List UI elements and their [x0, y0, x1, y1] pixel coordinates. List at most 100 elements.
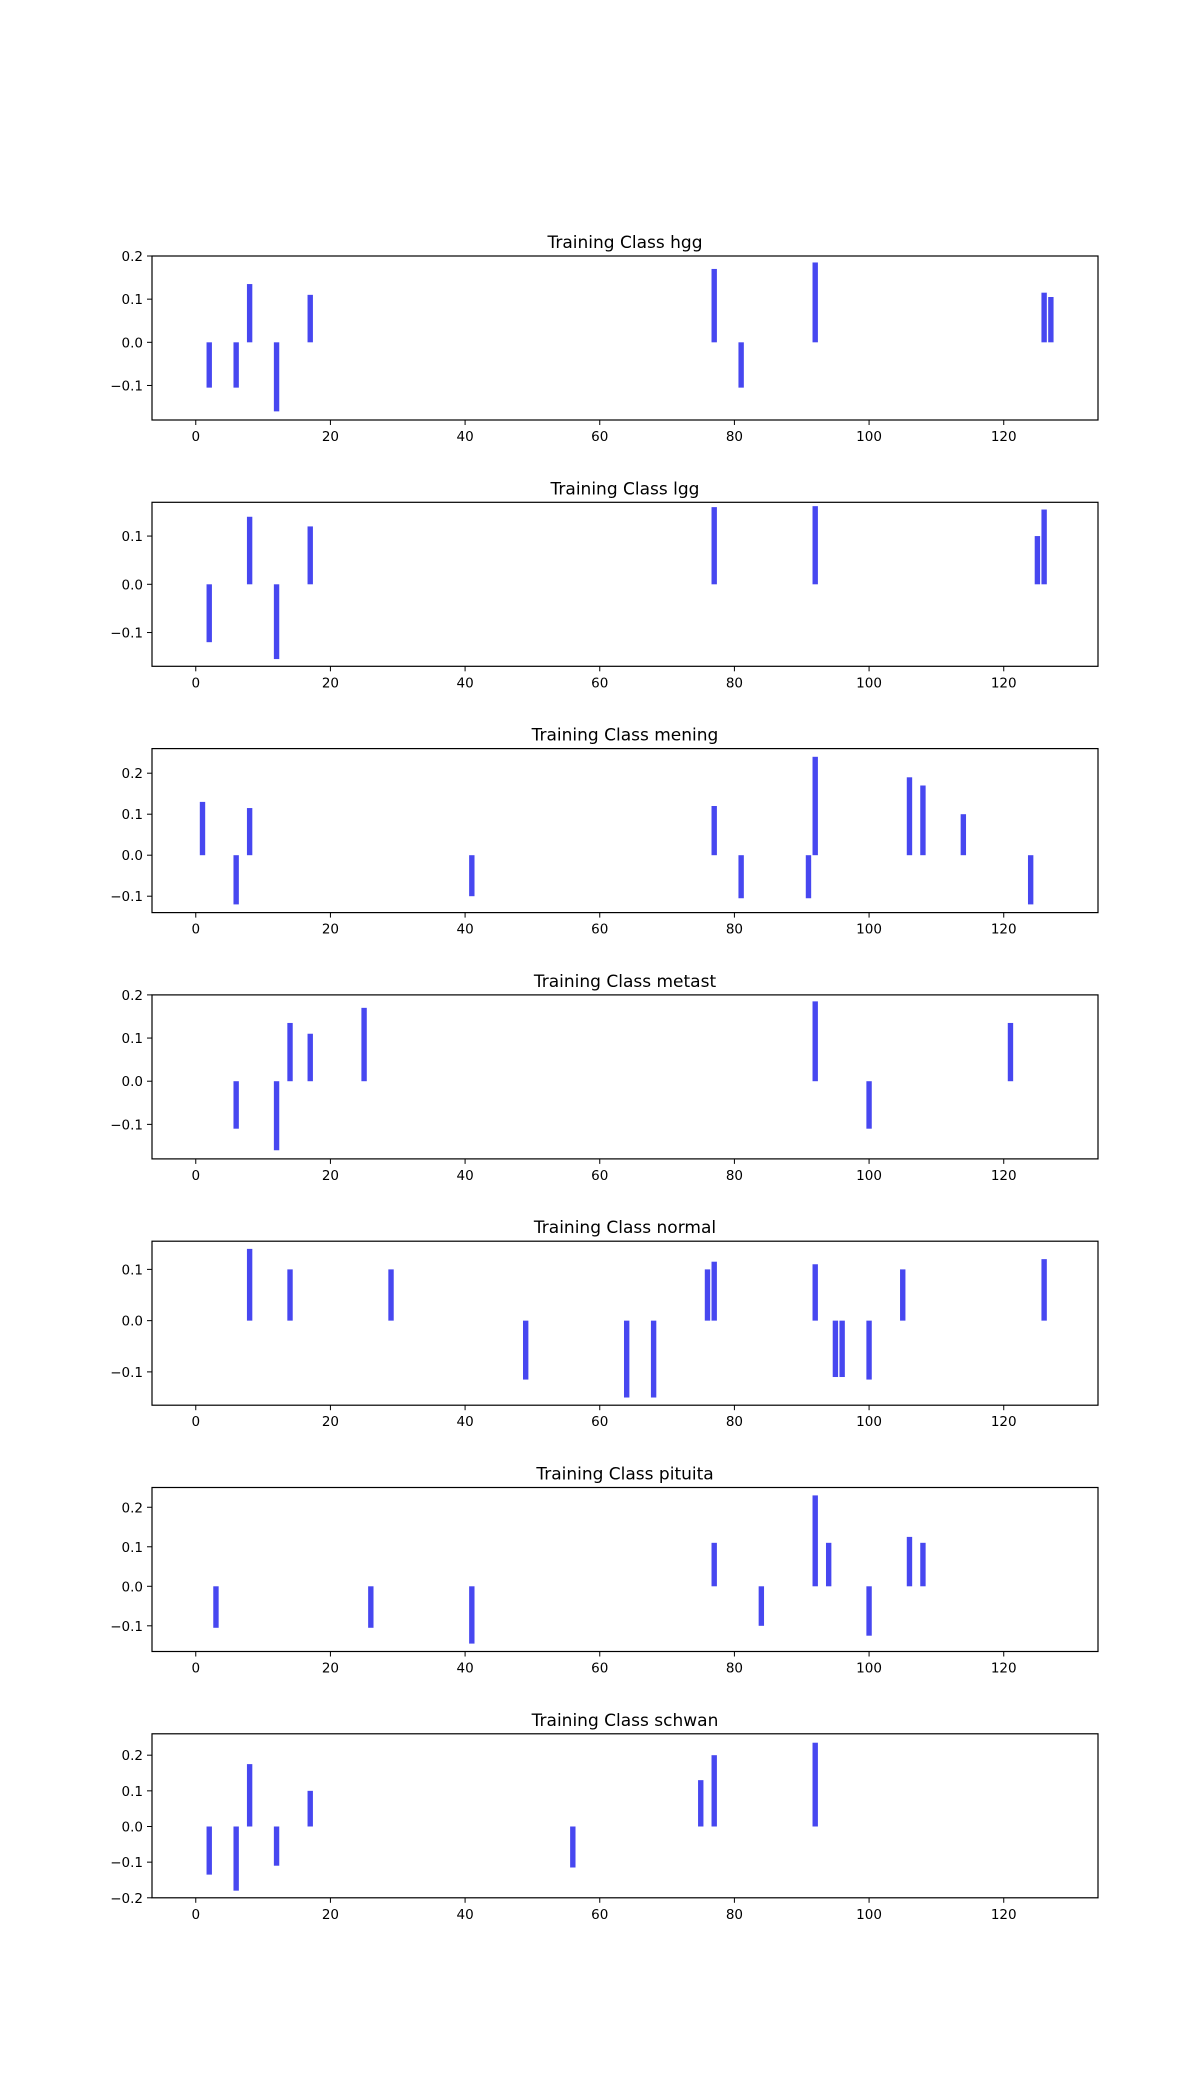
axes-frame — [151, 1733, 1099, 1899]
bar-series — [206, 506, 1047, 660]
axes-frame — [151, 994, 1099, 1160]
bar-96 — [839, 1320, 845, 1378]
bar-49 — [522, 1320, 529, 1380]
x-tick-label: 60 — [591, 1168, 608, 1184]
y-tick-label: 0.2 — [122, 1500, 143, 1516]
bar-92 — [812, 506, 818, 585]
x-tick-label: 60 — [591, 1414, 608, 1430]
subplot-1: Training Class hgg 0 20 40 60 80 100 120 −0.1 0.0… — [110, 233, 1099, 445]
x-tick-label: 100 — [856, 675, 882, 691]
bar-92 — [812, 756, 818, 856]
bar-126 — [1041, 509, 1047, 585]
x-tick-label: 0 — [191, 1414, 200, 1430]
x-tick-label: 80 — [726, 1414, 743, 1430]
bar-12 — [273, 1081, 280, 1151]
y-tick-label: 0.2 — [122, 988, 143, 1004]
x-tick-label: 20 — [322, 675, 339, 691]
x-tick-label: 40 — [456, 1661, 473, 1677]
bar-41 — [469, 855, 475, 897]
subplot-3: Training Class mening 0 20 40 60 80 100 120 −0.1… — [110, 726, 1099, 938]
bar-6 — [233, 1081, 239, 1129]
bar-12 — [273, 342, 280, 412]
bar-106 — [906, 777, 913, 856]
y-tick-label: −0.1 — [110, 1855, 143, 1871]
bar-108 — [920, 785, 926, 856]
bar-56 — [570, 1826, 576, 1868]
bar-77 — [711, 268, 717, 343]
bar-100 — [866, 1081, 872, 1129]
x-tick-label: 80 — [726, 429, 743, 445]
x-tick-label: 40 — [456, 1907, 473, 1923]
y-tick-label: 0.0 — [122, 1579, 143, 1595]
x-tick-label: 80 — [726, 1907, 743, 1923]
bar-6 — [233, 342, 239, 388]
x-tick-label: 20 — [322, 1168, 339, 1184]
bar-91 — [805, 855, 812, 899]
bar-8 — [246, 1248, 253, 1321]
bar-127 — [1048, 297, 1054, 343]
bar-29 — [388, 1269, 394, 1321]
x-tick-label: 80 — [726, 675, 743, 691]
bar-17 — [307, 1033, 313, 1082]
bar-92 — [812, 1742, 818, 1827]
y-tick-label: 0.1 — [122, 807, 143, 823]
bar-series — [206, 1742, 818, 1891]
bar-1 — [199, 801, 206, 856]
bar-3 — [213, 1586, 219, 1628]
y-tick-label: −0.1 — [110, 1365, 143, 1381]
bar-81 — [738, 342, 744, 388]
bar-92 — [812, 262, 818, 343]
x-tick-label: 100 — [856, 1661, 882, 1677]
subplot-title: Training Class normal — [533, 1218, 716, 1238]
x-tick-label: 60 — [591, 1661, 608, 1677]
bar-92 — [812, 1495, 818, 1587]
x-tick-label: 60 — [591, 675, 608, 691]
subplot-6: Training Class pituita 0 20 40 60 80 100 120 −0.… — [110, 1465, 1099, 1677]
y-tick-label: 0.1 — [122, 1784, 143, 1800]
bar-77 — [711, 806, 717, 856]
bar-8 — [246, 284, 253, 343]
bar-8 — [246, 1764, 253, 1827]
bar-17 — [307, 1790, 313, 1827]
bar-76 — [704, 1269, 711, 1321]
bar-64 — [623, 1320, 630, 1398]
bar-12 — [273, 1826, 280, 1866]
bar-12 — [273, 584, 280, 660]
bar-2 — [206, 342, 212, 388]
y-tick-label: −0.1 — [110, 378, 143, 394]
subplot-5: Training Class normal 0 20 40 60 80 100 120 −0.1… — [110, 1218, 1099, 1430]
x-tick-label: 80 — [726, 922, 743, 938]
bar-26 — [368, 1586, 374, 1628]
y-tick-label: 0.1 — [122, 1540, 143, 1556]
y-tick-label: 0.1 — [122, 292, 143, 308]
y-tick-label: 0.2 — [122, 766, 143, 782]
x-tick-label: 20 — [322, 1661, 339, 1677]
x-tick-label: 120 — [991, 1661, 1017, 1677]
bar-81 — [738, 855, 744, 899]
bar-92 — [812, 1001, 818, 1082]
bar-8 — [246, 516, 253, 585]
x-tick-label: 20 — [322, 922, 339, 938]
y-tick-label: 0.0 — [122, 1819, 143, 1835]
bar-14 — [287, 1022, 293, 1082]
x-tick-label: 0 — [191, 1661, 200, 1677]
y-tick-label: 0.0 — [122, 1314, 143, 1330]
bar-series — [213, 1495, 926, 1644]
bar-84 — [758, 1586, 765, 1626]
bar-92 — [812, 1264, 818, 1321]
bar-17 — [307, 294, 313, 343]
bar-106 — [906, 1536, 913, 1587]
bar-94 — [825, 1542, 832, 1587]
y-tick-label: 0.1 — [122, 1262, 143, 1278]
x-tick-label: 20 — [322, 1414, 339, 1430]
y-tick-label: 0.1 — [122, 1031, 143, 1047]
bar-series — [206, 262, 1054, 412]
bar-100 — [866, 1320, 872, 1380]
x-tick-label: 60 — [591, 1907, 608, 1923]
axes-frame — [151, 1240, 1099, 1406]
x-tick-label: 60 — [591, 922, 608, 938]
bar-105 — [900, 1269, 906, 1321]
subplot-title: Training Class metast — [533, 972, 717, 992]
